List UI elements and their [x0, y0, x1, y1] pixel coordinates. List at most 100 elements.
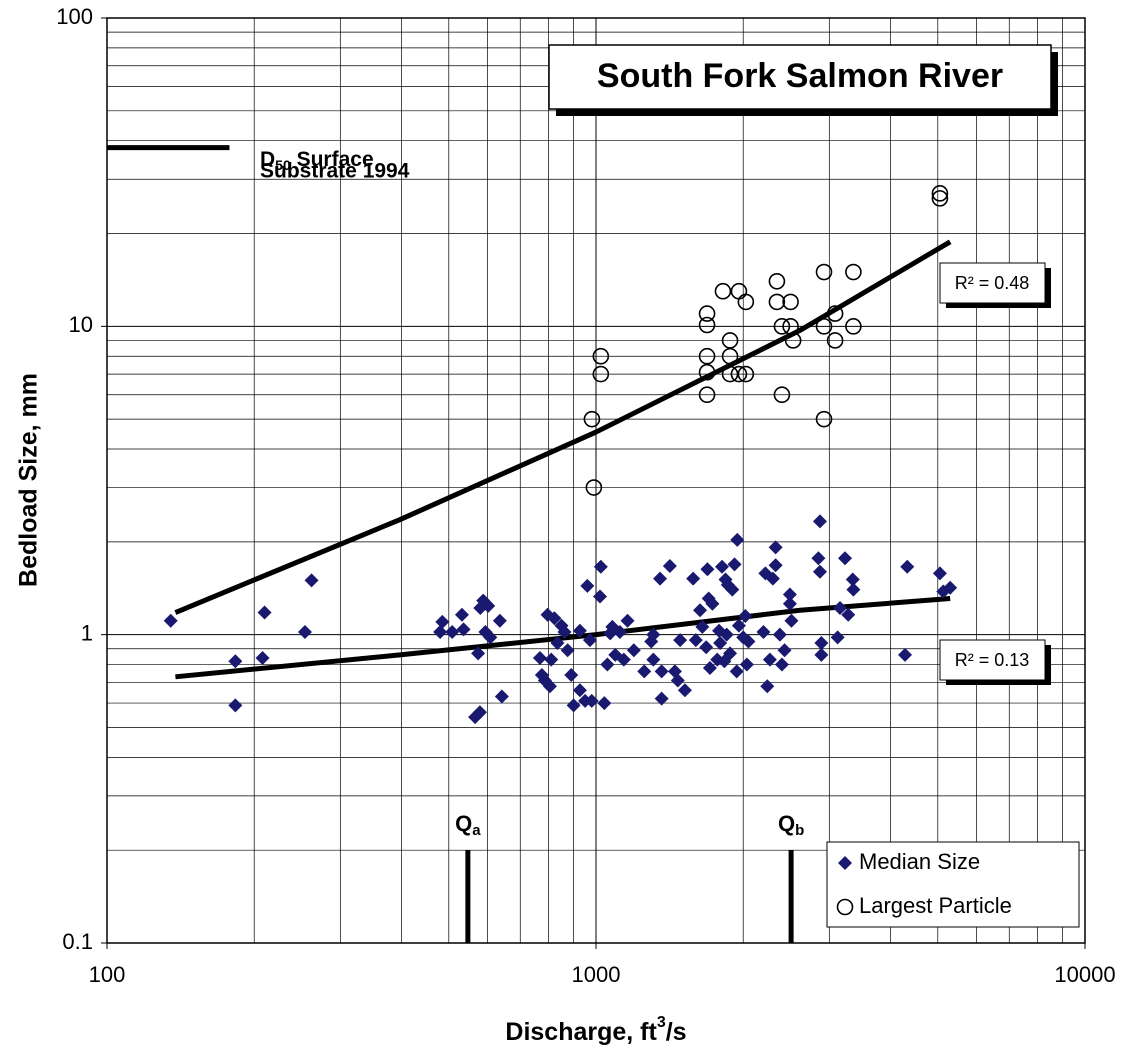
median-point: [532, 651, 547, 666]
median-point: [768, 558, 783, 573]
median-point: [731, 618, 746, 633]
r2-box: [939, 262, 1046, 304]
r2-label: R² = 0.48: [955, 273, 1030, 293]
largest-point: [815, 263, 833, 281]
median-point: [812, 564, 827, 579]
median-point: [494, 689, 509, 704]
median-point: [572, 683, 587, 698]
reference-label-sub: 50: [275, 157, 291, 173]
median-point: [637, 664, 652, 679]
largest-point: [768, 272, 786, 290]
median-point: [782, 596, 797, 611]
median-point: [699, 640, 714, 655]
median-point: [228, 654, 243, 669]
median-point: [654, 664, 669, 679]
median-point: [560, 643, 575, 658]
discharge-marker-label: Qa: [455, 811, 481, 839]
largest-point: [592, 347, 610, 365]
median-point: [456, 622, 471, 637]
largest-point: [583, 410, 601, 428]
title-box: [548, 44, 1052, 110]
median-point: [435, 614, 450, 629]
legend-swatch: [838, 856, 852, 870]
median-point: [686, 571, 701, 586]
median-point: [492, 613, 507, 628]
largest-point: [585, 479, 603, 496]
largest-point: [784, 332, 802, 349]
y-tick-label: 0.1: [62, 929, 93, 954]
median-point: [812, 514, 827, 529]
discharge-marker-label-main: Q: [778, 811, 795, 836]
median-point: [582, 633, 597, 648]
r2-label: R² = 0.13: [955, 650, 1030, 670]
trendline: [174, 239, 952, 615]
reference-label-rest: Surface: [291, 148, 374, 171]
median-point: [814, 635, 829, 650]
median-point: [550, 635, 565, 650]
median-point: [845, 572, 860, 587]
largest-point: [826, 332, 844, 349]
median-point: [693, 603, 708, 618]
median-point: [670, 673, 685, 688]
median-point: [547, 611, 562, 626]
median-point: [719, 627, 734, 642]
median-point: [662, 558, 677, 573]
median-point: [228, 698, 243, 713]
median-point: [542, 679, 557, 694]
y-tick-label: 1: [81, 620, 93, 645]
largest-point: [698, 316, 716, 334]
discharge-marker-label-sub: a: [472, 822, 481, 839]
median-point: [592, 589, 607, 604]
largest-point: [815, 410, 833, 428]
largest-point: [931, 185, 949, 202]
median-point: [943, 580, 958, 595]
largest-point: [845, 318, 862, 335]
reference-label-main: D: [260, 148, 275, 171]
median-point: [572, 623, 587, 638]
x-axis-title: Discharge, ft3/s: [505, 1014, 686, 1045]
median-point: [898, 647, 913, 662]
plot-frame: [106, 17, 1086, 944]
median-point: [723, 646, 738, 661]
median-point: [544, 652, 559, 667]
median-point: [705, 596, 720, 611]
median-point: [833, 601, 848, 616]
median-point: [756, 625, 771, 640]
median-point: [557, 625, 572, 640]
median-point: [841, 607, 856, 622]
largest-point: [592, 365, 610, 383]
median-point: [814, 647, 829, 662]
trendline: [175, 596, 951, 680]
x-axis-title-main: Discharge, ft: [505, 1018, 657, 1046]
median-point: [700, 562, 715, 577]
largest-point: [773, 318, 791, 335]
median-point: [727, 557, 742, 572]
median-point: [445, 625, 460, 640]
median-point: [760, 679, 775, 694]
median-point: [653, 571, 668, 586]
largest-point: [826, 305, 844, 322]
median-point: [616, 652, 631, 667]
median-point: [688, 633, 703, 648]
largest-point: [773, 386, 791, 404]
legend-box: [826, 841, 1080, 928]
x-axis-title-rest: /s: [666, 1018, 687, 1046]
median-point: [765, 571, 780, 586]
median-point: [695, 619, 710, 634]
median-point: [620, 613, 635, 628]
median-point: [626, 643, 641, 658]
median-point: [729, 664, 744, 679]
median-point: [782, 587, 797, 602]
legend-label: Largest Particle: [859, 893, 1012, 918]
median-point: [304, 573, 319, 588]
median-point: [932, 566, 947, 581]
largest-point: [768, 293, 786, 311]
largest-point: [815, 318, 833, 335]
largest-point: [782, 293, 799, 311]
reference-label: D50 Surface: [260, 148, 374, 173]
r2-box: [939, 639, 1046, 681]
median-point: [584, 693, 599, 708]
median-point: [830, 630, 845, 645]
chart-title: South Fork Salmon River: [597, 57, 1003, 95]
y-tick-label: 100: [56, 4, 93, 29]
